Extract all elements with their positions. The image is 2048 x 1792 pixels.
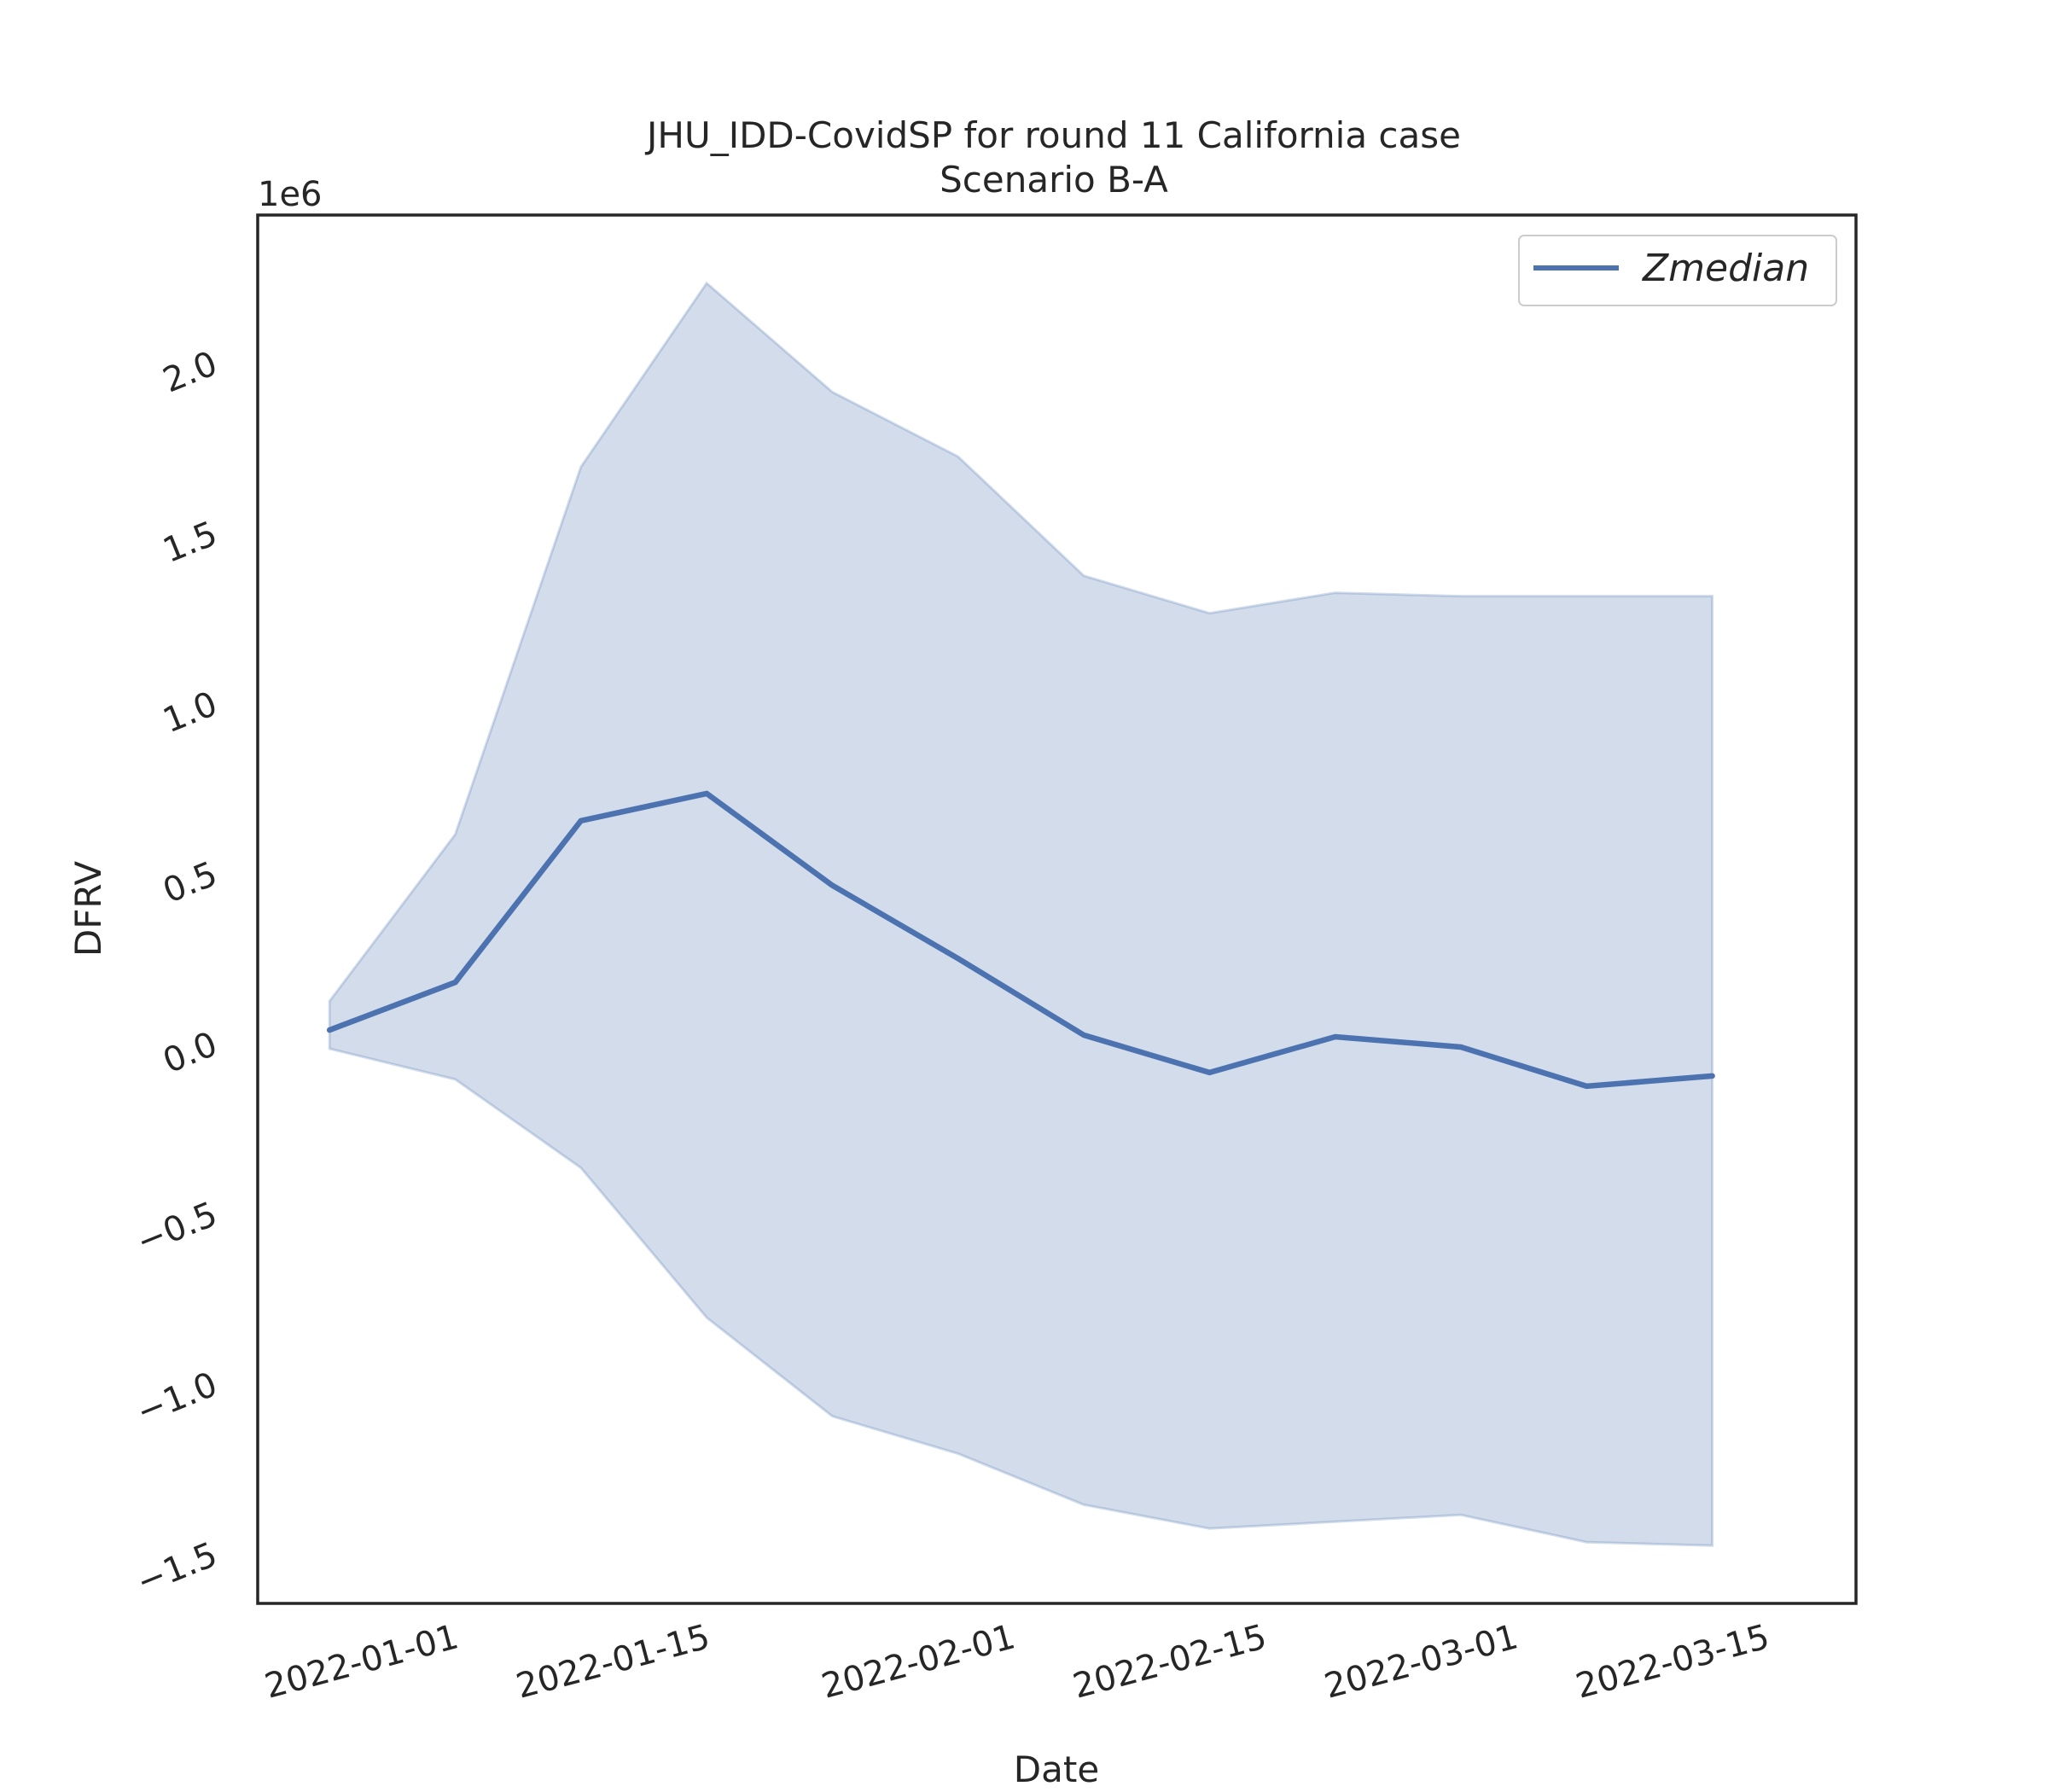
uncertainty-band	[328, 281, 1714, 1547]
y-tick-label: 2.0	[158, 344, 223, 400]
y-tick-label: 0.0	[158, 1025, 223, 1081]
legend-label-zmedian: Zmedian	[1642, 247, 1809, 290]
y-offset-label: 1e6	[258, 175, 323, 214]
y-tick-label: 1.5	[158, 514, 223, 570]
x-axis-label: Date	[1014, 1748, 1099, 1790]
y-tick-label: 1.0	[158, 684, 223, 741]
x-tick-label: 2022-01-15	[512, 1617, 713, 1707]
y-tick-label: −1.5	[131, 1535, 223, 1603]
x-tick-label: 2022-01-01	[261, 1617, 463, 1707]
legend-box	[1518, 235, 1837, 306]
y-tick-label: −1.0	[131, 1364, 223, 1432]
y-tick-label: −0.5	[131, 1195, 223, 1262]
x-tick-label: 2022-02-01	[817, 1617, 1019, 1707]
x-tick-label: 2022-03-15	[1572, 1617, 1773, 1707]
plot-area	[326, 281, 1715, 1547]
legend: Zmedian	[1518, 235, 1837, 306]
plot-frame	[256, 213, 1858, 1605]
x-tick-label: 2022-03-01	[1320, 1617, 1521, 1707]
series-line-zmedian	[326, 790, 1715, 1090]
x-tick-label: 2022-02-15	[1069, 1617, 1271, 1707]
y-tick-label: 0.5	[158, 854, 223, 911]
chart-subtitle: Scenario B-A	[940, 159, 1168, 201]
y-axis-label: DFRV	[67, 861, 109, 957]
chart-title: JHU_IDD-CovidSP for round 11 California …	[644, 114, 1461, 156]
